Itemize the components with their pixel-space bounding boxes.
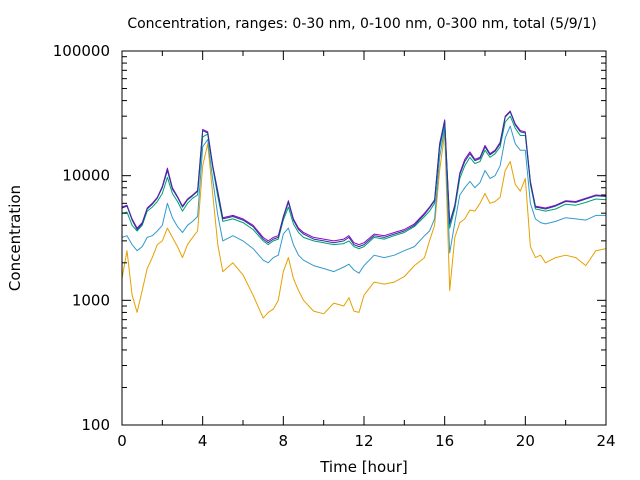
y-axis-label: Concentration <box>6 185 24 291</box>
x-tick-label: 4 <box>198 432 208 450</box>
series-line-4 <box>121 110 607 246</box>
x-tick-label: 24 <box>596 432 615 450</box>
x-axis-label: Time [hour] <box>319 458 408 476</box>
series-layer <box>121 110 607 319</box>
y-tick-label: 100000 <box>53 42 110 60</box>
x-tick-label: 0 <box>117 432 127 450</box>
x-tick-label: 20 <box>516 432 535 450</box>
series-line-2 <box>121 125 606 274</box>
series-line-3 <box>121 115 607 250</box>
y-tick-label: 100 <box>81 416 110 434</box>
y-tick-label: 1000 <box>72 291 110 309</box>
series-line-5 <box>121 111 607 248</box>
series-line-1 <box>121 132 607 319</box>
x-tick-label: 8 <box>279 432 289 450</box>
y-tick-label: 10000 <box>62 167 110 185</box>
x-tick-label: 12 <box>354 432 373 450</box>
x-tick-label: 16 <box>435 432 454 450</box>
plot-frame <box>121 50 607 426</box>
tick-layer: 0 4 8 12 16 20 24 100 1000 10000 100000 <box>53 42 616 450</box>
chart-title: Concentration, ranges: 0-30 nm, 0-100 nm… <box>127 16 596 32</box>
